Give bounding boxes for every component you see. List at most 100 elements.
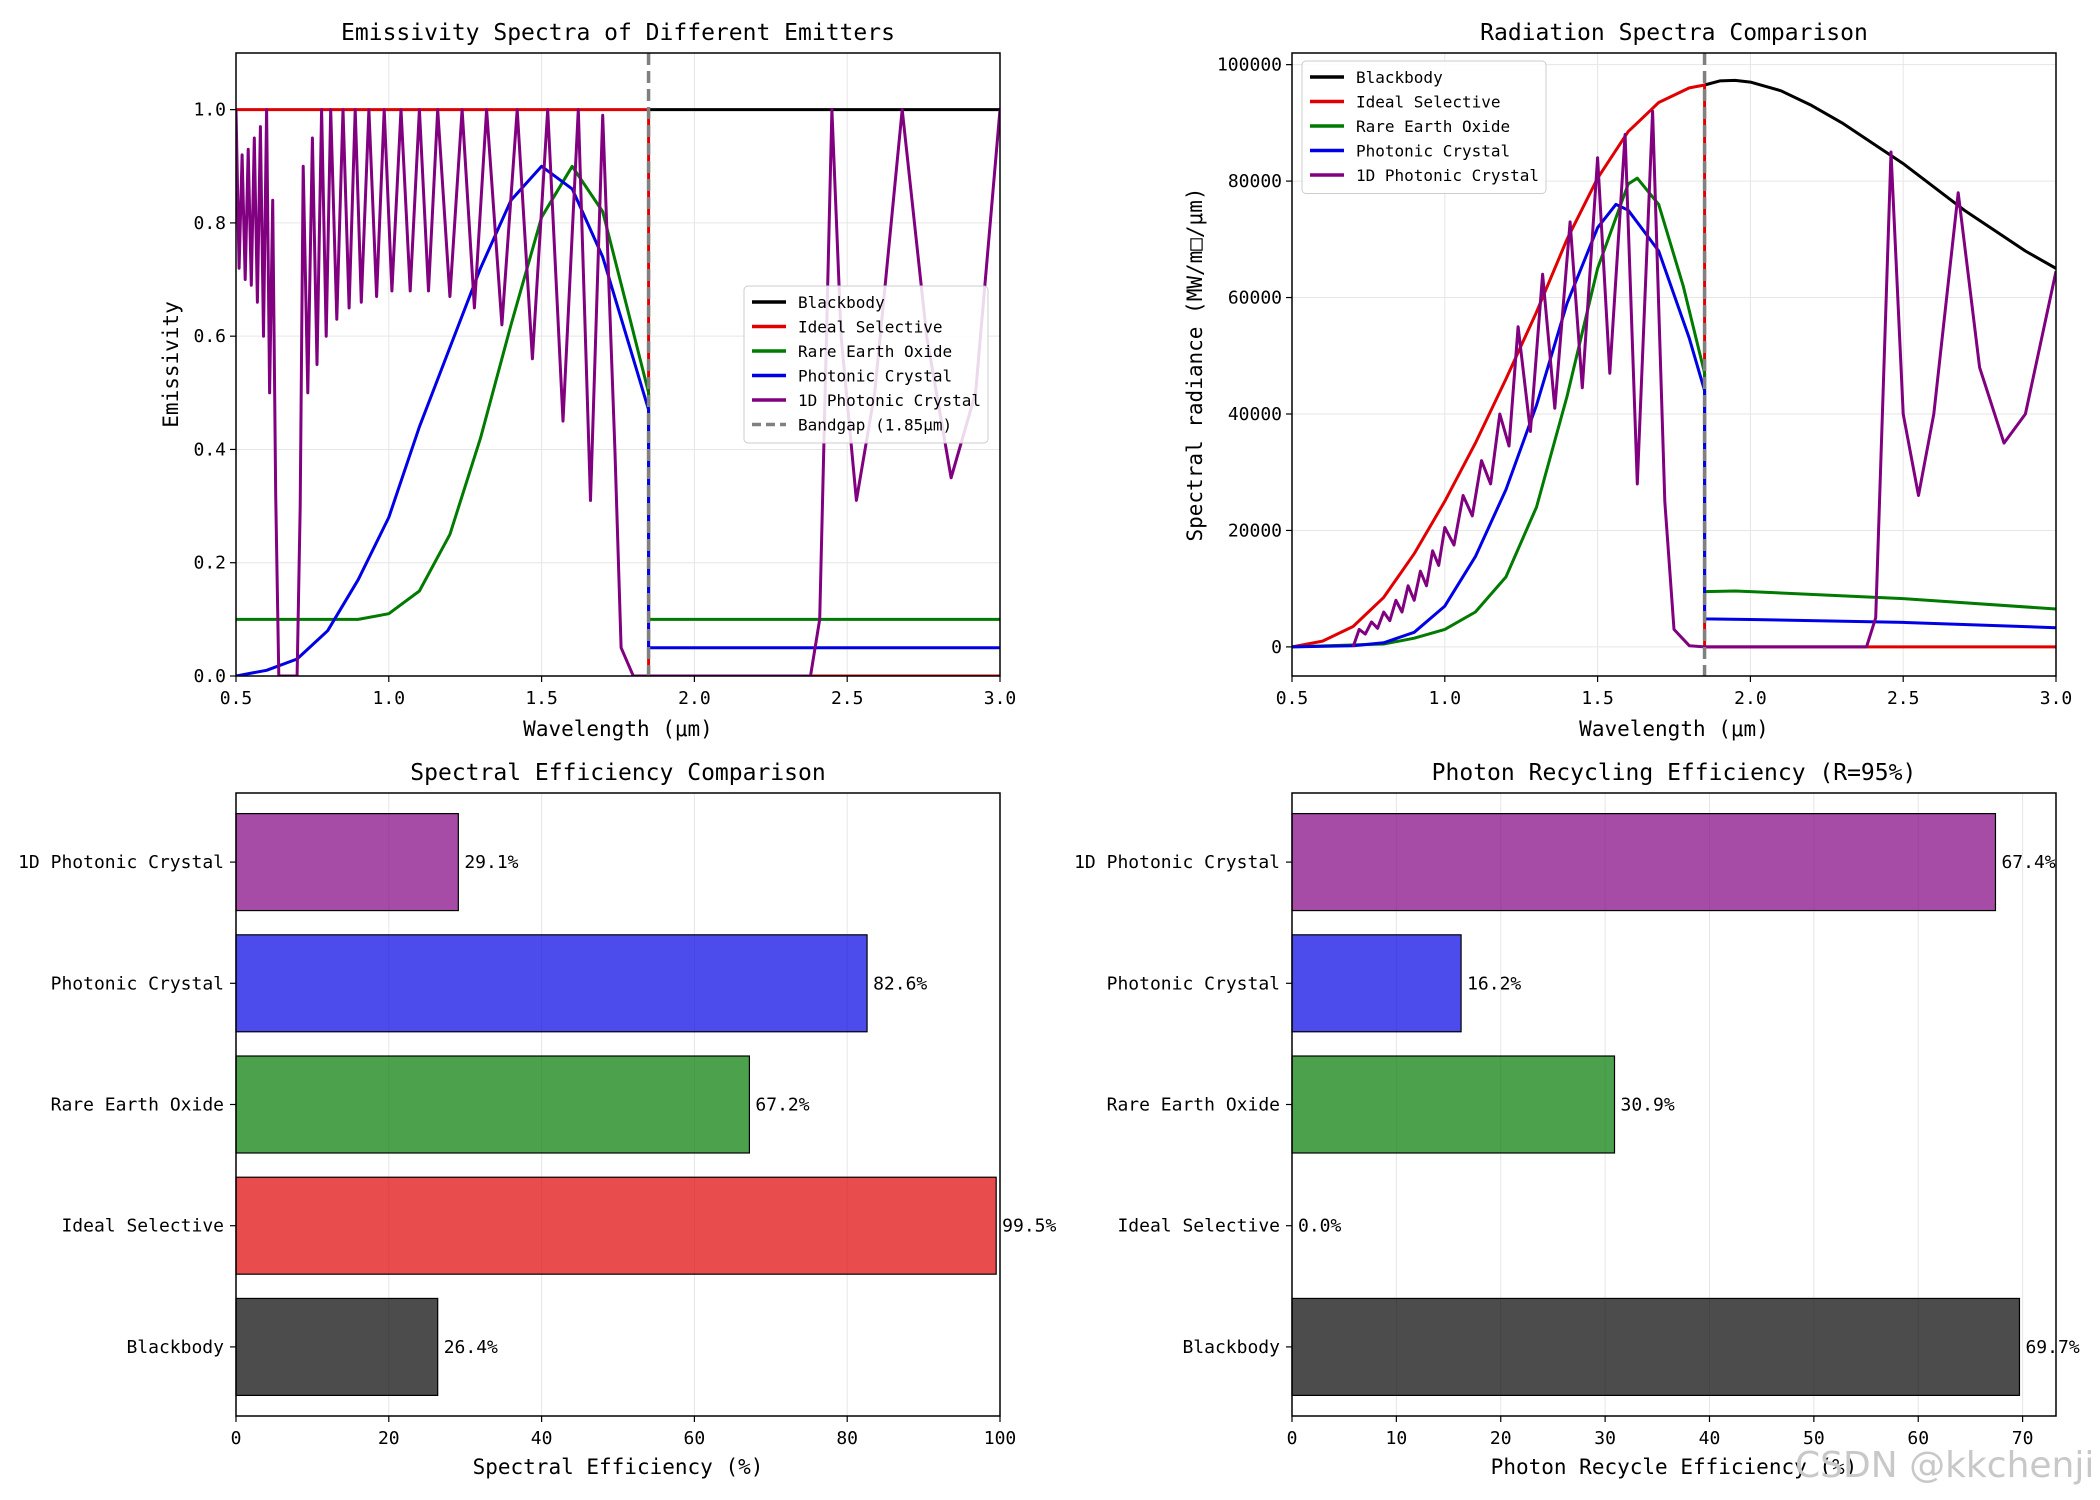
chart-title: Photon Recycling Efficiency (R=95%)	[1432, 760, 1917, 786]
bar-rare-earth-oxide	[235, 1055, 751, 1154]
legend-label: 1D Photonic Crystal	[798, 391, 981, 410]
category-label: Blackbody	[126, 1337, 224, 1358]
category-label: Photonic Crystal	[1107, 973, 1280, 994]
x-tick-label: 80	[836, 1428, 858, 1449]
legend-box	[743, 285, 989, 444]
x-tick-label: 70	[2012, 1428, 2034, 1449]
y-axis-label: Emissivity	[159, 301, 183, 427]
y-tick-label: 0.4	[193, 439, 226, 460]
chart-title: Spectral Efficiency Comparison	[410, 760, 825, 786]
series-line-blackbody	[1704, 78, 2056, 270]
x-axis-label: Wavelength (μm)	[1579, 717, 1769, 741]
series-line-photonic-crystal	[236, 164, 1000, 676]
y-tick-label: 100000	[1217, 55, 1282, 76]
y-tick-label: 0.6	[193, 326, 226, 347]
plot-frame	[235, 792, 1001, 1417]
legend-label: Blackbody	[798, 293, 885, 312]
bar-ideal-selective	[235, 1176, 997, 1275]
y-axis-label: Spectral radiance (MW/m□/μm)	[1183, 187, 1207, 541]
category-label: Blackbody	[1182, 1337, 1280, 1358]
bar-value-label: 67.2%	[755, 1095, 809, 1116]
x-tick-label: 30	[1594, 1428, 1616, 1449]
chart-title: Radiation Spectra Comparison	[1480, 20, 1868, 46]
series-line-1d-photonic-crystal	[1351, 109, 2056, 649]
y-tick-label: 20000	[1228, 520, 1282, 541]
bar-photonic-crystal	[235, 934, 868, 1033]
x-tick-label: 100	[984, 1428, 1017, 1449]
series-line-photonic-crystal	[1292, 202, 2056, 649]
emissivity-chart: 0.5 1.0 1.5 2.0 2.5 3.0 0.0 0.2 0.4 0.6 0.8 1.0 Emis…	[159, 20, 1016, 741]
bar-value-label: 99.5%	[1002, 1216, 1056, 1237]
legend-label: Ideal Selective	[798, 318, 943, 337]
legend-label: Photonic Crystal	[1356, 142, 1510, 161]
y-tick-label: 1.0	[193, 100, 226, 121]
x-tick-label: 2.5	[831, 688, 864, 709]
x-tick-label: 0.5	[220, 688, 253, 709]
y-tick-label: 0.8	[193, 213, 226, 234]
x-tick-label: 0.5	[1276, 688, 1309, 709]
series-line-1d-photonic-crystal	[236, 108, 1000, 676]
x-tick-label: 2.5	[1887, 688, 1920, 709]
plot-frame	[1291, 52, 2057, 677]
y-tick-label: 0.2	[193, 553, 226, 574]
x-tick-label: 1.5	[525, 688, 558, 709]
legend-label: 1D Photonic Crystal	[1356, 166, 1539, 185]
bar-value-label: 67.4%	[2001, 852, 2055, 873]
x-tick-label: 20	[1490, 1428, 1512, 1449]
series-line-rare-earth-oxide	[1292, 176, 2056, 649]
x-tick-label: 60	[1907, 1428, 1929, 1449]
x-axis-label: Wavelength (μm)	[523, 717, 713, 741]
spectral-efficiency-chart: 26.4% Blackbody 99.5% Ideal Selective 67.2% R…	[18, 760, 1056, 1479]
bar-1d-photonic-crystal	[1291, 813, 1997, 912]
y-tick-label: 40000	[1228, 404, 1282, 425]
bar-rare-earth-oxide	[1291, 1055, 1616, 1154]
legend-box	[1301, 60, 1547, 194]
watermark: CSDN @kkchenji	[1795, 1445, 2094, 1486]
legend-label: Ideal Selective	[1356, 93, 1501, 112]
x-tick-label: 0	[231, 1428, 242, 1449]
bar-value-label: 82.6%	[873, 973, 927, 994]
x-tick-label: 1.5	[1581, 688, 1614, 709]
category-label: 1D Photonic Crystal	[18, 852, 224, 873]
category-label: 1D Photonic Crystal	[1074, 852, 1280, 873]
legend: Blackbody Ideal Selective Rare Earth Oxide…	[1301, 60, 1547, 194]
bar-value-label: 26.4%	[444, 1337, 498, 1358]
series-line-ideal-selective	[1292, 83, 2056, 649]
category-label: Rare Earth Oxide	[51, 1095, 224, 1116]
x-tick-label: 40	[1699, 1428, 1721, 1449]
legend-label: Bandgap (1.85μm)	[798, 416, 952, 435]
category-label: Ideal Selective	[1117, 1216, 1280, 1237]
legend-label: Rare Earth Oxide	[1356, 117, 1510, 136]
bar-value-label: 69.7%	[2025, 1337, 2079, 1358]
x-tick-label: 60	[684, 1428, 706, 1449]
bar-value-label: 29.1%	[464, 852, 518, 873]
y-tick-label: 0	[1271, 637, 1282, 658]
plot-frame	[235, 52, 1001, 677]
x-tick-label: 0	[1287, 1428, 1298, 1449]
legend-label: Rare Earth Oxide	[798, 342, 952, 361]
y-tick-label: 0.0	[193, 666, 226, 687]
series-group	[1292, 53, 2056, 676]
x-axis-label: Spectral Efficiency (%)	[473, 1455, 764, 1479]
series-group	[236, 53, 1000, 676]
x-tick-label: 50	[1803, 1428, 1825, 1449]
bar-value-label: 0.0%	[1298, 1216, 1342, 1237]
y-tick-label: 60000	[1228, 288, 1282, 309]
photon-recycling-chart: 69.7% Blackbody 0.0% Ideal Selective 30.9% Ra…	[1074, 760, 2080, 1479]
bar-blackbody	[1291, 1297, 2021, 1396]
x-axis-label: Photon Recycle Efficiency (%)	[1491, 1455, 1858, 1479]
x-tick-label: 2.0	[1734, 688, 1767, 709]
radiation-chart: 0.5 1.0 1.5 2.0 2.5 3.0 0 20000 40000 60000 80000 1…	[1183, 20, 2072, 741]
bar-photonic-crystal	[1291, 934, 1462, 1033]
y-tick-label: 80000	[1228, 171, 1282, 192]
bar-1d-photonic-crystal	[235, 813, 459, 912]
x-tick-label: 3.0	[2040, 688, 2073, 709]
x-tick-label: 40	[531, 1428, 553, 1449]
legend: Blackbody Ideal Selective Rare Earth Oxide…	[743, 285, 989, 444]
x-tick-label: 1.0	[373, 688, 406, 709]
bar-value-label: 16.2%	[1467, 973, 1521, 994]
x-tick-label: 3.0	[984, 688, 1017, 709]
legend-label: Blackbody	[1356, 68, 1443, 87]
bar-value-label: 30.9%	[1621, 1095, 1675, 1116]
